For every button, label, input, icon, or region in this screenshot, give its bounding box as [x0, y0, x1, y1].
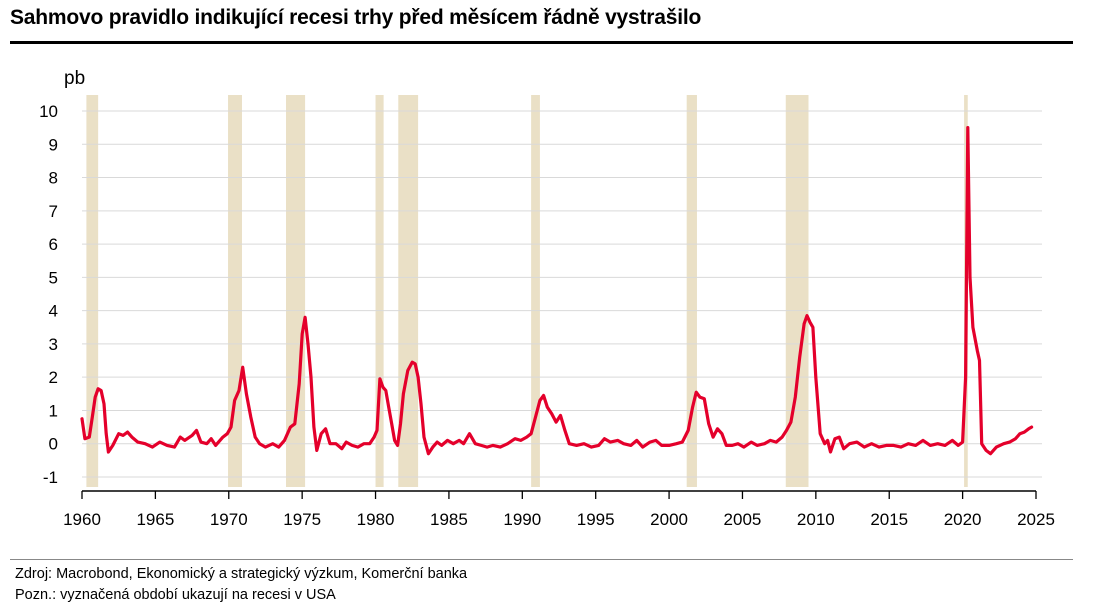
x-axis	[81, 490, 1037, 499]
title-underline	[10, 41, 1073, 44]
y-tick-label: 1	[49, 401, 58, 420]
y-tick-label: 7	[49, 202, 58, 221]
x-tick-label: 1975	[283, 510, 321, 529]
x-tick-label: 1980	[357, 510, 395, 529]
x-tick-label: 2000	[650, 510, 688, 529]
source-note: Zdroj: Macrobond, Ekonomický a strategic…	[15, 566, 468, 582]
x-tick-label: 2010	[797, 510, 835, 529]
y-axis-tick-labels: -1 0 1 2 3 4 5 6 7 8 9 10	[39, 102, 58, 487]
x-tick-label: 1995	[577, 510, 615, 529]
chart-title: Sahmovo pravidlo indikující recesi trhy …	[10, 6, 702, 29]
x-tick-label: 2005	[724, 510, 762, 529]
y-tick-label: 10	[39, 102, 58, 121]
x-tick-label: 1970	[210, 510, 248, 529]
y-tick-label: 0	[49, 435, 58, 454]
recession-band	[686, 95, 697, 487]
x-tick-label: 2015	[870, 510, 908, 529]
y-tick-label: 3	[49, 335, 58, 354]
recession-band	[375, 95, 384, 487]
y-tick-label: 8	[49, 169, 58, 188]
y-tick-label: 4	[49, 302, 58, 321]
footer-divider	[10, 559, 1073, 560]
y-tick-label: 5	[49, 268, 58, 287]
recession-note: Pozn.: vyznačená období ukazují na reces…	[15, 587, 336, 603]
recession-band	[286, 95, 306, 487]
y-tick-label: -1	[43, 468, 58, 487]
recession-band	[86, 95, 99, 487]
y-axis-unit-label: pb	[64, 68, 85, 89]
y-tick-label: 9	[49, 135, 58, 154]
x-tick-label: 2025	[1017, 510, 1055, 529]
x-axis-tick-labels: 1960 1965 1970 1975 1980 1985 1990 1995 2000 2005…	[63, 510, 1055, 529]
y-tick-label: 2	[49, 368, 58, 387]
x-tick-label: 1985	[430, 510, 468, 529]
recession-band	[531, 95, 540, 487]
x-tick-label: 1965	[136, 510, 174, 529]
gridlines	[82, 110, 1042, 478]
sahm-rule-series-line	[80, 126, 1034, 456]
x-tick-label: 2020	[944, 510, 982, 529]
y-tick-label: 6	[49, 235, 58, 254]
x-tick-label: 1990	[503, 510, 541, 529]
recession-bands	[86, 95, 968, 487]
x-tick-label: 1960	[63, 510, 101, 529]
recession-band	[785, 95, 809, 487]
